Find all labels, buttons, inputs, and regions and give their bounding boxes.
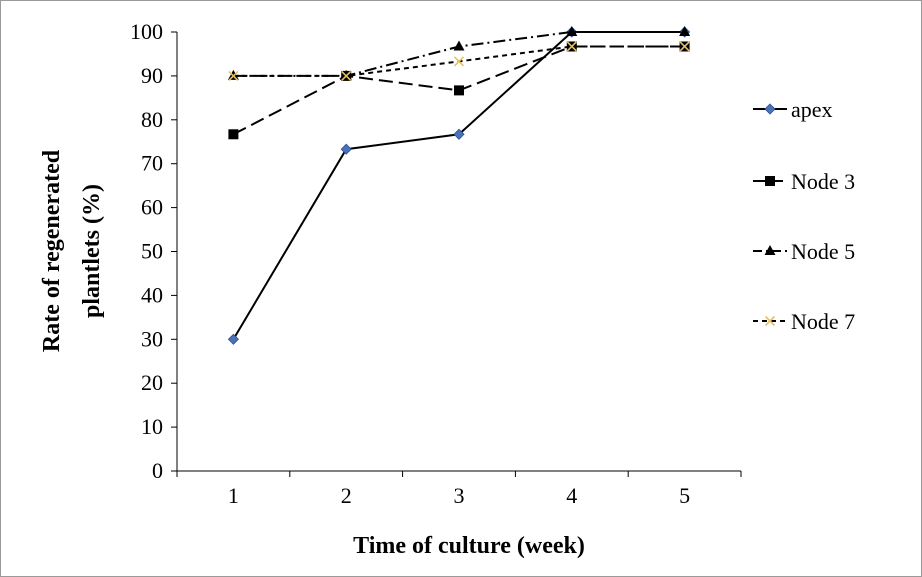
- x-tick-label: 3: [454, 483, 465, 508]
- x-axis-title: Time of culture (week): [353, 533, 585, 559]
- legend-label: apex: [791, 97, 833, 122]
- y-tick-label: 90: [141, 63, 163, 88]
- y-tick-label: 80: [141, 107, 163, 132]
- series-layer: [228, 26, 690, 344]
- data-point: [341, 144, 351, 154]
- legend-item: Node 7: [753, 309, 855, 334]
- y-tick-label: 70: [141, 151, 163, 176]
- y-ticks: 0 10 20 30 40 50 60 70 80 90 100: [130, 19, 177, 483]
- data-point: [228, 129, 238, 139]
- data-point: [228, 334, 238, 344]
- series-node-3: [228, 41, 689, 139]
- y-tick-label: 30: [141, 326, 163, 351]
- series-apex: [228, 27, 689, 344]
- legend-label: Node 3: [791, 169, 855, 194]
- y-axis-title-line-2: plantlets (%): [79, 184, 105, 318]
- x-ticks: 1 2 3 4 5: [177, 471, 741, 508]
- legend-marker: [765, 176, 775, 186]
- y-tick-label: 50: [141, 239, 163, 264]
- y-tick-label: 60: [141, 195, 163, 220]
- legend-item: Node 3: [753, 169, 855, 194]
- series-node-5: [228, 26, 690, 80]
- y-tick-label: 0: [152, 458, 163, 483]
- y-tick-label: 20: [141, 370, 163, 395]
- data-point: [454, 85, 464, 95]
- x-tick-label: 2: [341, 483, 352, 508]
- y-axis-title: Rate of regenerated plantlets (%): [39, 149, 105, 352]
- legend-label: Node 7: [791, 309, 855, 334]
- legend-label: Node 5: [791, 239, 855, 264]
- legend-item: Node 5: [753, 239, 855, 264]
- series-line: [233, 32, 684, 339]
- legend: apex Node 3 Node 5 Node 7: [753, 97, 855, 334]
- y-tick-label: 10: [141, 414, 163, 439]
- x-tick-label: 1: [228, 483, 239, 508]
- legend-item: apex: [753, 97, 833, 122]
- x-tick-label: 4: [566, 483, 577, 508]
- y-tick-label: 40: [141, 282, 163, 307]
- y-axis-title-line-1: Rate of regenerated: [39, 149, 65, 352]
- x-tick-label: 5: [679, 483, 690, 508]
- axes: [177, 32, 741, 471]
- series-line: [233, 32, 684, 76]
- data-point: [454, 40, 465, 50]
- legend-marker: [765, 104, 775, 114]
- y-tick-label: 100: [130, 19, 163, 44]
